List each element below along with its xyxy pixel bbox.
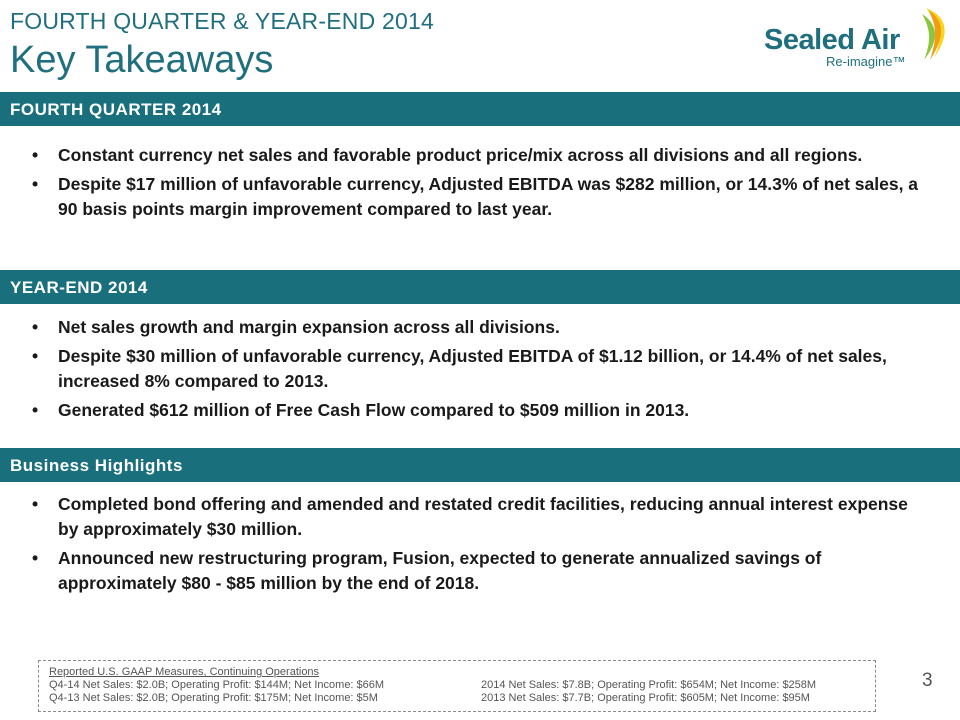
page-subtitle: FOURTH QUARTER & YEAR-END 2014	[10, 8, 434, 34]
list-item: • Despite $30 million of unfavorable curr…	[32, 346, 887, 391]
list-item: • Despite $17 million of unfavorable curr…	[32, 174, 919, 219]
footnote-row: Q4-14 Net Sales: $2.0B; Operating Profit…	[49, 679, 875, 692]
list-item: • Net sales growth and margin expansion a…	[30, 315, 930, 340]
section-band-business-highlights: Business Highlights	[0, 448, 960, 482]
bullet-icon: •	[32, 145, 39, 165]
sealed-air-logo: Sealed Air Re-imagine™	[760, 6, 956, 76]
bullet-icon: •	[32, 400, 39, 420]
bullet-list-fourth-quarter: • Constant currency net sales and favorab…	[30, 143, 930, 226]
gaap-footnote-box: Reported U.S. GAAP Measures, Continuing …	[38, 660, 876, 712]
logo-wordmark: Sealed Air	[764, 24, 900, 56]
page-title: Key Takeaways	[10, 39, 274, 81]
bullet-icon: •	[32, 548, 39, 568]
list-item: • Announced new restructuring program, Fu…	[32, 548, 822, 593]
bullet-icon: •	[32, 494, 39, 514]
bullet-list-year-end: • Net sales growth and margin expansion a…	[30, 315, 930, 427]
footnote-row: Q4-13 Net Sales: $2.0B; Operating Profit…	[49, 692, 875, 705]
list-item: • Generated $612 million of Free Cash Flo…	[30, 398, 930, 423]
bullet-icon: •	[32, 317, 39, 337]
section-band-year-end: YEAR-END 2014	[0, 270, 960, 304]
footnote-quarter-2013: Q4-13 Net Sales: $2.0B; Operating Profit…	[49, 692, 378, 704]
logo-tagline: Re-imagine™	[826, 54, 906, 69]
bullet-icon: •	[32, 346, 39, 366]
list-item: • Constant currency net sales and favorab…	[30, 143, 930, 168]
footnote-heading: Reported U.S. GAAP Measures, Continuing …	[49, 666, 320, 678]
page-number: 3	[922, 670, 933, 691]
footnote-year-2013: 2013 Net Sales: $7.7B; Operating Profit:…	[481, 692, 810, 704]
section-band-fourth-quarter: FOURTH QUARTER 2014	[0, 92, 960, 126]
bullet-icon: •	[32, 174, 39, 194]
footnote-year-2014: 2014 Net Sales: $7.8B; Operating Profit:…	[481, 679, 817, 691]
logo-swoosh-icon	[922, 8, 945, 60]
list-item: • Completed bond offering and amended and…	[32, 494, 908, 539]
bullet-list-business-highlights: • Completed bond offering and amended and…	[30, 492, 930, 600]
footnote-quarter-2014: Q4-14 Net Sales: $2.0B; Operating Profit…	[49, 679, 385, 691]
